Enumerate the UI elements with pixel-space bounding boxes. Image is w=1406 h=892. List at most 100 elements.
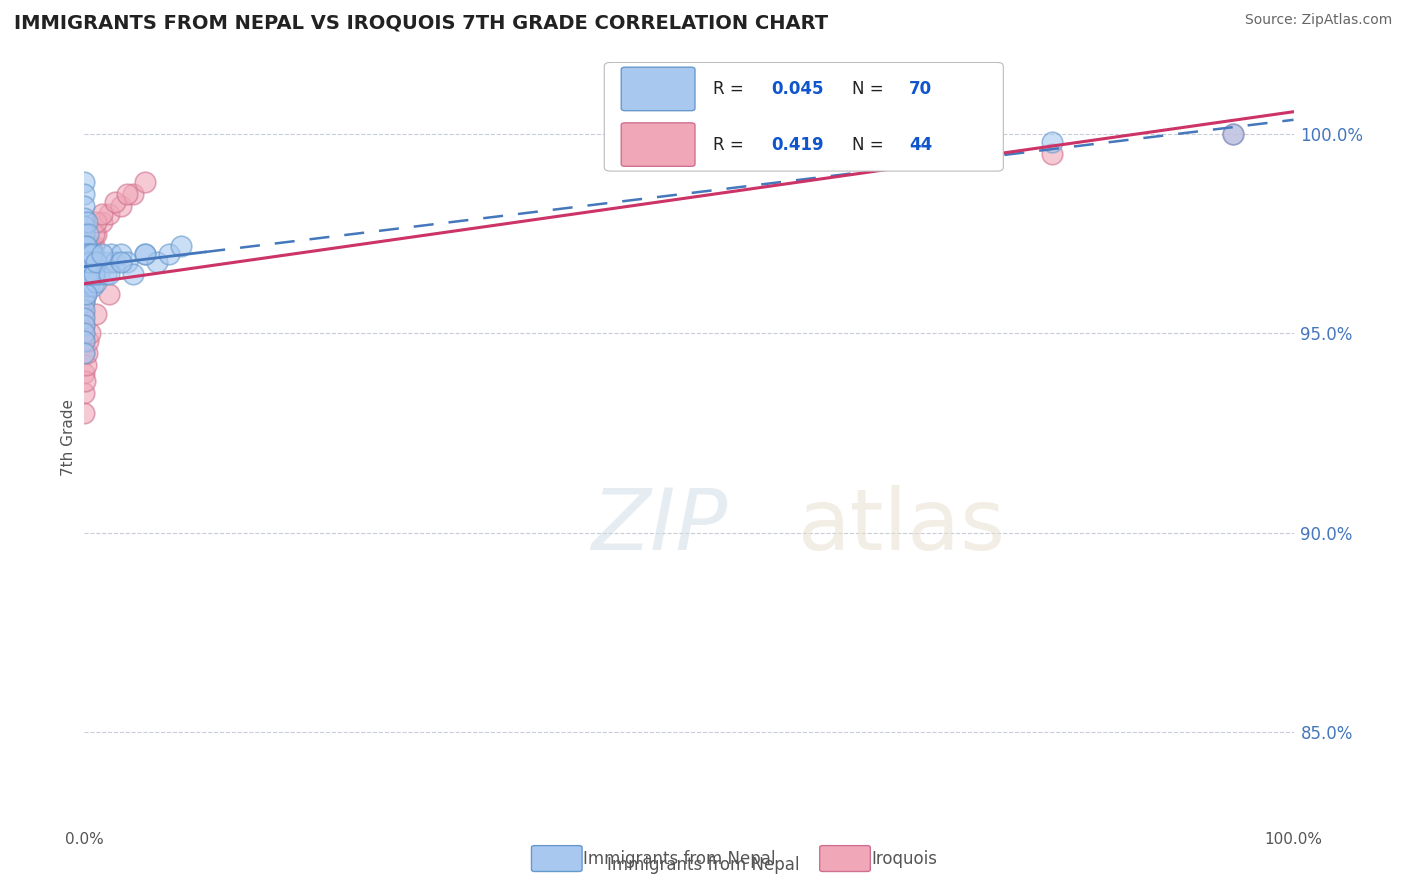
Text: 0.419: 0.419 (770, 136, 824, 153)
Point (77, 246, 100, 260)
Point (73, 254, 96, 268)
Text: R =: R = (713, 136, 749, 153)
Point (73, 310, 96, 325)
Point (76, 254, 98, 268)
Point (73, 334, 96, 349)
Point (77, 267, 100, 281)
Point (73, 374, 96, 388)
Point (77, 254, 100, 268)
Point (73, 239, 96, 253)
Point (80, 267, 103, 281)
FancyBboxPatch shape (621, 123, 695, 166)
Point (91, 207, 114, 221)
Point (79, 275, 101, 289)
Text: 0.045: 0.045 (770, 80, 824, 98)
Point (80, 246, 103, 260)
Point (75, 246, 97, 260)
Text: Immigrants from Nepal: Immigrants from Nepal (583, 849, 776, 868)
Text: 100.0%: 100.0% (1264, 831, 1323, 847)
Point (73, 334, 96, 349)
Point (75, 286, 97, 301)
Point (77, 246, 100, 260)
Point (91, 215, 114, 229)
Text: atlas: atlas (797, 485, 1005, 568)
Text: Immigrants from Nepal: Immigrants from Nepal (607, 856, 799, 874)
Point (73, 278, 96, 293)
Point (73, 199, 96, 213)
Point (73, 318, 96, 333)
Point (79, 254, 101, 268)
Point (79, 239, 101, 253)
Point (110, 199, 132, 213)
Point (86, 275, 108, 289)
Point (73, 406, 96, 420)
Point (157, 246, 180, 260)
Text: N =: N = (852, 80, 889, 98)
Point (80, 246, 103, 260)
Point (73, 278, 96, 293)
Point (97, 207, 120, 221)
Point (83, 227, 105, 241)
Point (73, 219, 96, 233)
Point (76, 246, 98, 260)
Point (76, 267, 98, 281)
Point (80, 246, 103, 260)
Point (1040, 135, 1063, 149)
Point (77, 254, 100, 268)
Point (121, 186, 143, 201)
Point (73, 186, 96, 201)
Point (73, 286, 96, 301)
Point (83, 246, 105, 260)
Point (83, 239, 105, 253)
Text: ZIP: ZIP (592, 485, 728, 568)
Point (73, 302, 96, 317)
Point (77, 246, 100, 260)
Point (73, 346, 96, 360)
Point (82, 278, 104, 293)
Point (73, 367, 96, 381)
Text: IMMIGRANTS FROM NEPAL VS IROQUOIS 7TH GRADE CORRELATION CHART: IMMIGRANTS FROM NEPAL VS IROQUOIS 7TH GR… (14, 13, 828, 32)
Point (73, 267, 96, 281)
Point (75, 275, 97, 289)
Point (86, 306, 108, 320)
Point (73, 262, 96, 277)
Point (76, 346, 98, 360)
Text: R =: R = (713, 80, 749, 98)
Point (76, 267, 98, 281)
Point (134, 246, 156, 260)
FancyBboxPatch shape (605, 62, 1004, 171)
Point (73, 227, 96, 241)
Point (73, 294, 96, 309)
Point (97, 286, 120, 301)
Point (134, 246, 156, 260)
Point (77, 227, 100, 241)
Point (86, 254, 108, 268)
Point (73, 306, 96, 320)
Point (73, 294, 96, 309)
Point (73, 386, 96, 401)
Point (91, 246, 114, 260)
Point (73, 326, 96, 341)
Text: 0.0%: 0.0% (65, 831, 104, 847)
Point (73, 346, 96, 360)
Point (73, 270, 96, 285)
Point (76, 239, 98, 253)
Point (1222, 127, 1244, 141)
Point (86, 215, 108, 229)
Point (83, 267, 105, 281)
Point (104, 194, 127, 209)
Point (73, 246, 96, 260)
Point (83, 267, 105, 281)
FancyBboxPatch shape (621, 67, 695, 111)
Point (73, 286, 96, 301)
Point (121, 267, 143, 281)
Point (79, 239, 101, 253)
Text: 44: 44 (910, 136, 932, 153)
Point (77, 334, 100, 349)
Point (100, 246, 122, 260)
Point (86, 227, 108, 241)
Point (115, 186, 138, 201)
Point (79, 326, 101, 341)
Point (110, 246, 132, 260)
Point (170, 239, 193, 253)
